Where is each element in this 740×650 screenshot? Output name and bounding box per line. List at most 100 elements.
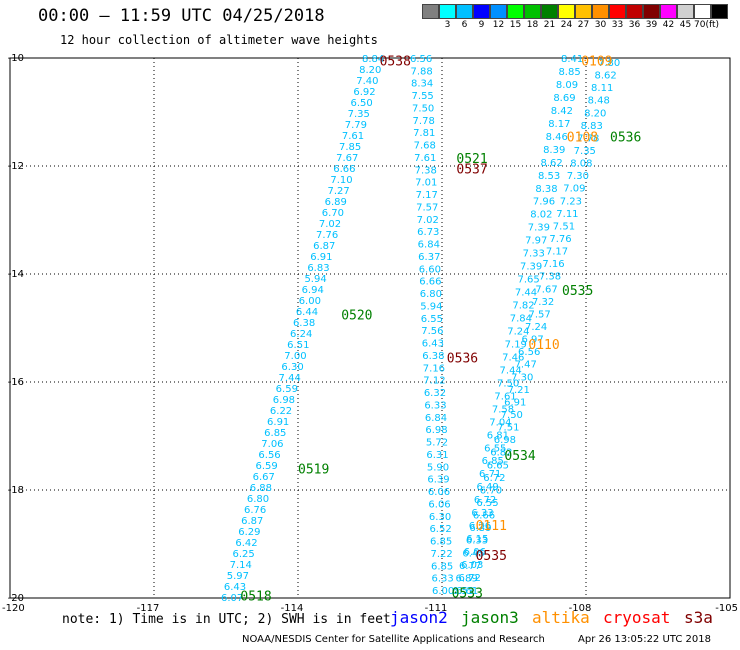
wave-height-value: 6.24 [290,329,312,340]
wave-height-value: 5.94 [420,301,442,312]
wave-height-value: 6.33 [431,574,453,585]
wave-height-value: 7.27 [327,186,349,197]
wave-height-value: 6.44 [296,307,318,318]
wave-height-value: 7.81 [413,128,435,139]
pass-label: 0110 [528,338,559,353]
legend-label: 15 [509,20,522,30]
wave-height-value: 7.44 [500,365,522,376]
wave-height-value: 6.50 [350,98,372,109]
wave-height-value: 7.85 [339,142,361,153]
satellite-s3a: s3a [684,608,713,627]
wave-height-value: 6.65 [487,460,509,471]
wave-height-value: 6.39 [427,475,449,486]
wave-height-value: 6.32 [424,388,446,399]
longitude-label: -105 [715,603,738,614]
wave-height-value: 6.67 [253,472,275,483]
wave-height-value: 6.97 [522,335,544,346]
pass-label: 0535 [562,284,593,299]
wave-height-value: 6.56 [410,54,432,65]
wave-height-value: 7.84 [510,314,532,325]
wave-height-value: 7.39 [520,262,542,273]
satellite-cryosat: cryosat [603,608,671,627]
legend-swatch [677,4,694,19]
pass-label: 0109 [581,55,612,70]
wave-height-value: 6.30 [429,512,451,523]
legend-label: 21 [543,20,556,30]
wave-height-value: 7.00 [284,351,306,362]
wave-height-value: 6.89 [325,197,347,208]
wave-height-value: 7.44 [515,288,537,299]
wave-height-value: 6.83 [307,263,329,274]
footer-credit: NOAA/NESDIS Center for Satellite Applica… [242,634,545,645]
wave-height-value: 7.57 [528,309,550,320]
wave-height-value: 6.85 [264,428,286,439]
wave-height-value: 6.72 [474,495,496,506]
wave-height-value: 7.38 [415,165,437,176]
wave-height-value: 7.68 [414,141,436,152]
color-legend [422,4,728,19]
wave-height-value: 6.85 [431,561,453,572]
wave-height-value: 6.22 [270,406,292,417]
wave-height-value: 7.23 [560,196,582,207]
wave-height-value: 8.84 [362,54,384,65]
wave-height-value: 6.43 [422,339,444,350]
wave-height-value: 7.19 [505,339,527,350]
wave-height-value: 8.41 [561,54,583,65]
wave-height-value: 6.70 [322,208,344,219]
legend-swatch [626,4,643,19]
wave-height-value: 6.91 [504,397,526,408]
pass-label: 0536 [447,352,478,367]
wave-height-value: 6.71 [479,469,501,480]
wave-height-value: 6.06 [428,487,450,498]
footer-timestamp: Apr 26 13:05:22 UTC 2018 [578,634,711,645]
wave-height-value: 6.56 [518,347,540,358]
wave-height-value: 7.57 [416,202,438,213]
legend-swatch [524,4,541,19]
satellite-jason3: jason3 [461,608,519,627]
wave-height-value: 6.38 [422,351,444,362]
wave-height-value: 6.26 [469,521,491,532]
wave-height-value: 6.66 [473,511,495,522]
wave-height-value: 8.69 [553,93,575,104]
legend-swatch [456,4,473,19]
wave-height-value: 7.14 [230,560,252,571]
wave-height-value: 7.80 [598,58,620,69]
wave-height-value: 6.70 [480,485,502,496]
legend-label: 24 [560,20,573,30]
wave-height-value: 6.45 [462,548,484,559]
wave-height-value: 6.59 [256,461,278,472]
wave-height-value: 6.81 [487,430,509,441]
wave-height-value: 8.46 [546,132,568,143]
latitude-label: -16 [8,377,24,388]
wave-height-value: 6.59 [276,384,298,395]
wave-height-value: 6.42 [235,538,257,549]
wave-height-value: 5.94 [304,274,326,285]
legend-swatch [575,4,592,19]
longitude-label: -111 [425,603,448,614]
wave-height-value: 7.67 [336,153,358,164]
legend-swatch [473,4,490,19]
wave-height-value: 7.24 [525,322,547,333]
wave-height-value: 7.04 [489,417,511,428]
wave-height-value: 7.61 [414,153,436,164]
wave-height-value: 6.82 [490,448,512,459]
wave-height-value: 7.67 [535,284,557,295]
pass-label: 0111 [476,519,507,534]
wave-height-value: 6.39 [469,523,491,534]
wave-height-value: 8.08 [570,159,592,170]
wave-height-value: 7.12 [423,376,445,387]
legend-swatch [592,4,609,19]
wave-height-value: 6.56 [258,450,280,461]
wave-height-value: 6.53 [452,586,474,597]
wave-height-value: 6.91 [310,252,332,263]
wave-height-value: 6.00 [299,296,321,307]
satellite-altika: altika [532,608,590,627]
latitude-label: -12 [8,161,24,172]
wave-height-value: 6.33 [471,508,493,519]
wave-height-value: 7.17 [416,190,438,201]
wave-height-value: 6.38 [293,318,315,329]
wave-height-value: 6.30 [281,362,303,373]
wave-height-value: 6.29 [238,527,260,538]
wave-height-value: 7.61 [494,391,516,402]
legend-label: 70(ft) [694,20,720,30]
